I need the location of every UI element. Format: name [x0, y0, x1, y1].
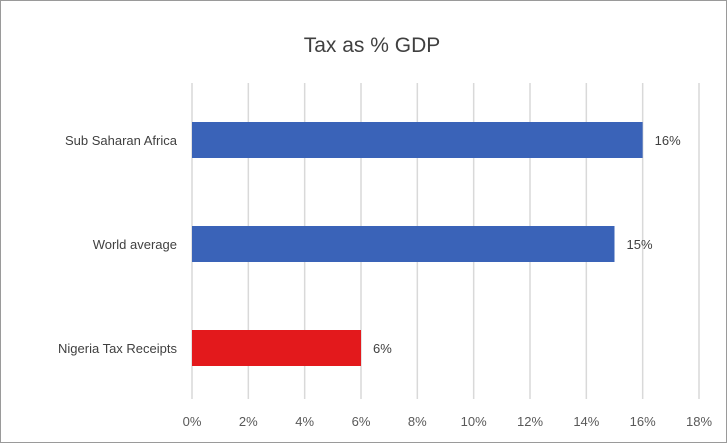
x-tick-label: 4%	[295, 414, 314, 429]
x-tick-label: 2%	[239, 414, 258, 429]
category-label: Nigeria Tax Receipts	[58, 341, 177, 356]
x-tick-label: 0%	[183, 414, 202, 429]
data-label: 6%	[373, 341, 392, 356]
x-tick-label: 14%	[573, 414, 599, 429]
bar-2	[192, 226, 615, 262]
bar-1	[192, 122, 643, 158]
bar-3	[192, 330, 361, 366]
x-tick-label: 12%	[517, 414, 543, 429]
data-label: 16%	[655, 133, 681, 148]
data-label: 15%	[627, 237, 653, 252]
x-tick-label: 8%	[408, 414, 427, 429]
x-tick-label: 10%	[461, 414, 487, 429]
x-tick-label: 16%	[630, 414, 656, 429]
x-tick-label: 6%	[352, 414, 371, 429]
chart-title: Tax as % GDP	[304, 34, 441, 57]
category-label: Sub Saharan Africa	[65, 133, 178, 148]
category-label: World average	[93, 237, 177, 252]
bars	[192, 122, 643, 366]
x-tick-label: 18%	[686, 414, 712, 429]
labels: 0% 2% 4% 6% 8% 10% 12% 14% 16% 18% Sub Saharan Afr…	[58, 133, 712, 429]
